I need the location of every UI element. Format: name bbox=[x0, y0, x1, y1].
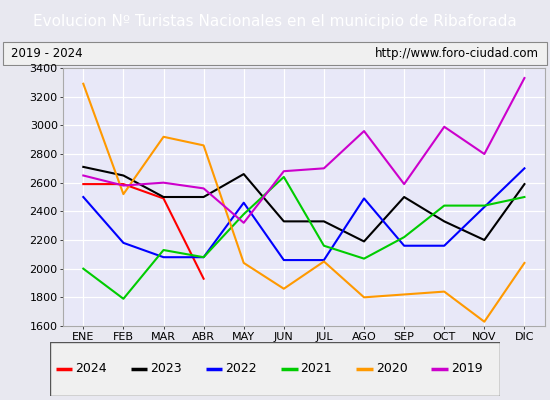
Text: http://www.foro-ciudad.com: http://www.foro-ciudad.com bbox=[375, 47, 539, 60]
Text: Evolucion Nº Turistas Nacionales en el municipio de Ribaforada: Evolucion Nº Turistas Nacionales en el m… bbox=[33, 14, 517, 29]
Text: 2020: 2020 bbox=[376, 362, 408, 376]
Text: 2021: 2021 bbox=[300, 362, 332, 376]
Text: 2023: 2023 bbox=[150, 362, 182, 376]
Text: 2022: 2022 bbox=[226, 362, 257, 376]
Text: 2019 - 2024: 2019 - 2024 bbox=[11, 47, 82, 60]
Text: 2024: 2024 bbox=[75, 362, 107, 376]
Text: 2019: 2019 bbox=[451, 362, 482, 376]
